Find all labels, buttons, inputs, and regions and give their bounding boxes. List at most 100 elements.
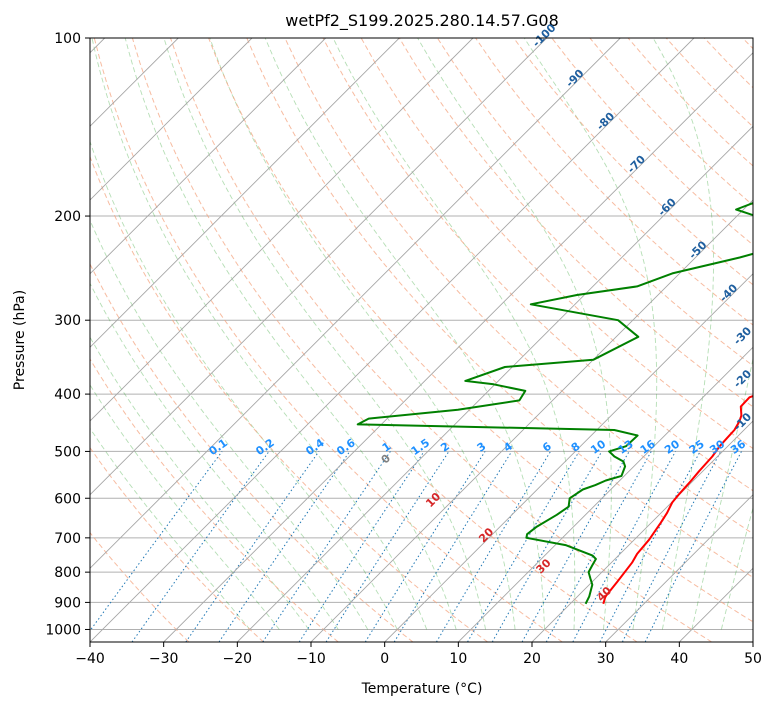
- mixing-ratio-label: 16: [638, 437, 658, 457]
- dry-adiabat-line: [90, 262, 414, 642]
- dry-adiabat-line: [475, 38, 753, 326]
- isotherm-line: [678, 567, 753, 642]
- y-tick-label: 900: [54, 595, 81, 611]
- y-axis-title: Pressure (hPa): [12, 290, 28, 390]
- y-axis: 1000 900 800 700 600 500 400 300 200 100: [45, 31, 90, 638]
- isotherm-line: [457, 346, 753, 642]
- isotherm-line: [605, 494, 753, 642]
- mixing-ratio-line: [467, 451, 580, 642]
- moist-adiabat-label: 30: [534, 556, 554, 576]
- dry-adiabat-line: [90, 446, 264, 642]
- moist-adiabat-line: [90, 336, 310, 630]
- x-tick-label: 20: [523, 651, 541, 667]
- isotherm-line: [531, 420, 753, 642]
- isotherm-line: [310, 199, 753, 642]
- mixing-ratio-label: 10: [588, 437, 608, 457]
- mixing-ratio-line: [435, 451, 552, 642]
- isotherm-line: [236, 125, 753, 642]
- mixing-ratio-label: 25: [687, 437, 707, 456]
- mixing-ratio-line: [644, 451, 742, 642]
- dry-adiabat-line: [170, 38, 712, 642]
- moist-adiabat-line: [264, 38, 545, 630]
- y-tick-label: 400: [54, 387, 81, 403]
- moist-adiabat-line: [90, 282, 339, 630]
- x-axis-title: Temperature (°C): [361, 681, 483, 697]
- mixing-ratio-label: 1.5: [409, 436, 432, 458]
- mixing-ratio-label: 0.4: [303, 436, 327, 458]
- dry-adiabat-line: [90, 155, 488, 642]
- dry-adiabat-label: -30: [731, 324, 754, 347]
- isotherms: [90, 38, 753, 642]
- x-tick-label: 10: [449, 651, 467, 667]
- moist-adiabat-line: [691, 356, 753, 630]
- x-tick-label: −20: [223, 651, 253, 667]
- dry-adiabat-label: -90: [563, 67, 586, 90]
- moist-adiabat-line: [720, 506, 753, 630]
- y-tick-label: 300: [54, 313, 81, 329]
- moist-adiabat-line: [90, 427, 251, 630]
- mixing-ratio-label: 36: [728, 437, 748, 457]
- moist-adiabat-line: [163, 38, 487, 630]
- mixing-ratio-line: [393, 451, 513, 642]
- moist-adiabat-line: [652, 38, 714, 630]
- dry-adiabat-label: -40: [717, 281, 740, 304]
- mixing-ratio-line: [185, 451, 320, 642]
- mixing-ratio-label: 4: [501, 439, 515, 454]
- moist-adiabat-line: [91, 38, 428, 630]
- mixing-ratio-line: [325, 451, 450, 642]
- mixing-ratio-label: 20: [662, 437, 682, 457]
- mixing-ratio-label: 0.1: [206, 436, 229, 458]
- plot-frame: [89, 37, 754, 643]
- dry-adiabat-label: -70: [625, 152, 648, 175]
- x-tick-label: 50: [744, 651, 762, 667]
- x-tick-label: −40: [75, 651, 105, 667]
- x-tick-label: 30: [597, 651, 615, 667]
- grid-layer: [90, 37, 753, 630]
- isotherm-line: [90, 38, 327, 275]
- y-tick-label: 800: [54, 565, 81, 581]
- mixing-ratio-line: [262, 451, 391, 642]
- isotherm-line: [90, 38, 400, 348]
- moist-adiabat-label: 20: [476, 525, 496, 545]
- mixing-ratio-label: 1: [380, 440, 394, 455]
- dry-adiabat-line: [360, 38, 753, 450]
- y-tick-label: 1000: [45, 622, 81, 638]
- moist-adiabat-line: [209, 38, 516, 630]
- isotherm-line: [90, 38, 474, 422]
- x-tick-label: 0: [380, 651, 389, 667]
- moist-adiabat-line: [332, 38, 576, 630]
- dewpoint-line: [356, 202, 753, 605]
- dry-adiabat-line: [131, 38, 638, 642]
- dry-adiabat-line: [665, 38, 753, 128]
- isotherm-line: [752, 641, 753, 642]
- y-tick-label: 600: [54, 491, 81, 507]
- dry-adiabat-line: [90, 531, 190, 642]
- sounding-series: [356, 202, 753, 605]
- isotherm-line: [163, 52, 753, 642]
- dry-adiabat-line: [208, 38, 753, 623]
- mixing-ratio-line: [218, 451, 351, 642]
- isotherm-line: [90, 38, 548, 496]
- chart-title: wetPf2_S199.2025.280.14.57.G08: [285, 11, 559, 31]
- dry-adiabat-label: -50: [686, 238, 709, 261]
- temperature-line: [602, 394, 753, 605]
- dry-adiabat-line: [93, 38, 563, 642]
- isotherm-line: [384, 273, 753, 642]
- moist-adiabats: [90, 38, 753, 630]
- mixing-ratio-line: [521, 451, 630, 642]
- mixing-ratio-line: [298, 451, 425, 642]
- mixing-ratio-line: [621, 451, 722, 642]
- mixing-ratio-label: 3: [475, 440, 489, 455]
- mixing-ratio-line: [599, 451, 701, 642]
- dry-adiabats: [90, 38, 753, 642]
- moist-adiabat-line: [417, 38, 612, 630]
- mixing-ratio-line: [572, 451, 676, 642]
- y-tick-label: 500: [54, 444, 81, 460]
- y-tick-label: 200: [54, 209, 81, 225]
- plot-area: [90, 38, 753, 642]
- x-tick-label: −30: [149, 651, 179, 667]
- x-axis: −40 −30 −20 −10 0 10 20 30 40 50: [75, 642, 762, 667]
- dry-adiabat-line: [513, 38, 753, 286]
- moist-adiabat-line: [90, 140, 398, 630]
